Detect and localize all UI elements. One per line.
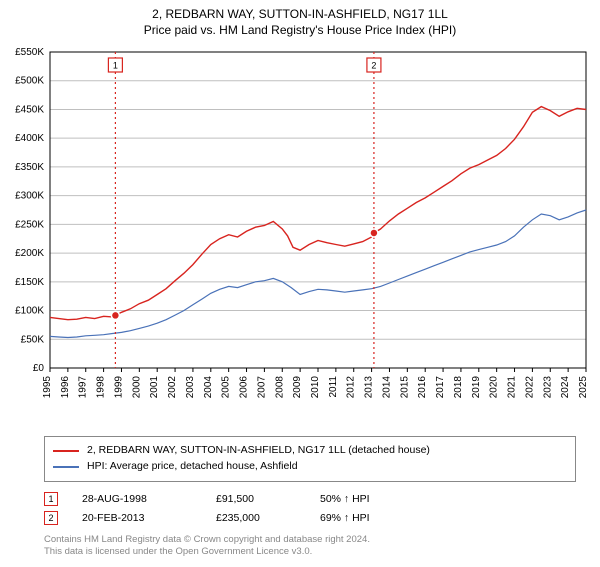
transaction-pct: 50% ↑ HPI bbox=[320, 490, 430, 509]
legend: 2, REDBARN WAY, SUTTON-IN-ASHFIELD, NG17… bbox=[44, 436, 576, 482]
transaction-marker-mini: 1 bbox=[44, 492, 58, 506]
svg-text:2009: 2009 bbox=[292, 376, 303, 399]
legend-item-0: 2, REDBARN WAY, SUTTON-IN-ASHFIELD, NG17… bbox=[53, 443, 567, 459]
svg-text:1999: 1999 bbox=[113, 376, 124, 399]
transaction-date: 20-FEB-2013 bbox=[82, 509, 192, 528]
svg-text:£500K: £500K bbox=[15, 76, 44, 87]
attribution-line-2: This data is licensed under the Open Gov… bbox=[44, 546, 576, 559]
transaction-row-1: 2 20-FEB-2013 £235,000 69% ↑ HPI bbox=[44, 509, 576, 528]
transaction-pct: 69% ↑ HPI bbox=[320, 509, 430, 528]
svg-text:2013: 2013 bbox=[364, 376, 375, 399]
svg-text:1996: 1996 bbox=[60, 376, 71, 399]
svg-text:2016: 2016 bbox=[417, 376, 428, 399]
svg-text:£200K: £200K bbox=[15, 248, 44, 259]
svg-text:1998: 1998 bbox=[96, 376, 107, 399]
svg-text:£100K: £100K bbox=[15, 306, 44, 317]
svg-text:2018: 2018 bbox=[453, 376, 464, 399]
transaction-point-1 bbox=[111, 312, 119, 320]
svg-text:2025: 2025 bbox=[578, 376, 589, 399]
legend-swatch bbox=[53, 450, 79, 452]
chart-titles: 2, REDBARN WAY, SUTTON-IN-ASHFIELD, NG17… bbox=[0, 0, 600, 40]
svg-text:2005: 2005 bbox=[221, 376, 232, 399]
attribution: Contains HM Land Registry data © Crown c… bbox=[44, 534, 576, 560]
svg-text:£250K: £250K bbox=[15, 220, 44, 231]
svg-text:2007: 2007 bbox=[256, 376, 267, 399]
legend-swatch bbox=[53, 466, 79, 468]
legend-label: 2, REDBARN WAY, SUTTON-IN-ASHFIELD, NG17… bbox=[87, 443, 430, 459]
svg-text:1995: 1995 bbox=[42, 376, 53, 399]
svg-text:£450K: £450K bbox=[15, 105, 44, 116]
svg-text:2017: 2017 bbox=[435, 376, 446, 399]
svg-text:2015: 2015 bbox=[399, 376, 410, 399]
title-line-1: 2, REDBARN WAY, SUTTON-IN-ASHFIELD, NG17… bbox=[0, 6, 600, 22]
svg-text:2006: 2006 bbox=[239, 376, 250, 399]
svg-text:2023: 2023 bbox=[542, 376, 553, 399]
transaction-price: £235,000 bbox=[216, 509, 296, 528]
transaction-price: £91,500 bbox=[216, 490, 296, 509]
svg-text:2002: 2002 bbox=[167, 376, 178, 399]
svg-text:£400K: £400K bbox=[15, 134, 44, 145]
svg-text:2: 2 bbox=[371, 61, 376, 71]
svg-text:2022: 2022 bbox=[524, 376, 535, 399]
svg-text:2011: 2011 bbox=[328, 376, 339, 398]
svg-text:£50K: £50K bbox=[21, 335, 45, 346]
transactions-table: 1 28-AUG-1998 £91,500 50% ↑ HPI 2 20-FEB-2013… bbox=[44, 490, 576, 528]
legend-label: HPI: Average price, detached house, Ashf… bbox=[87, 459, 298, 475]
svg-text:1997: 1997 bbox=[78, 376, 89, 399]
svg-text:2021: 2021 bbox=[507, 376, 518, 399]
transaction-date: 28-AUG-1998 bbox=[82, 490, 192, 509]
svg-text:2014: 2014 bbox=[381, 376, 392, 399]
svg-text:£300K: £300K bbox=[15, 191, 44, 202]
svg-text:2012: 2012 bbox=[346, 376, 357, 399]
svg-text:2008: 2008 bbox=[274, 376, 285, 399]
legend-item-1: HPI: Average price, detached house, Ashf… bbox=[53, 459, 567, 475]
series-hpi_average bbox=[50, 210, 586, 338]
svg-text:2010: 2010 bbox=[310, 376, 321, 399]
transaction-row-0: 1 28-AUG-1998 £91,500 50% ↑ HPI bbox=[44, 490, 576, 509]
svg-text:2003: 2003 bbox=[185, 376, 196, 399]
attribution-line-1: Contains HM Land Registry data © Crown c… bbox=[44, 534, 576, 547]
svg-text:2019: 2019 bbox=[471, 376, 482, 399]
svg-text:1: 1 bbox=[113, 61, 118, 71]
svg-text:2020: 2020 bbox=[489, 376, 500, 399]
chart-plot: £0 £50K £100K £150K £200K £250K £300K £350K £400… bbox=[0, 40, 600, 430]
chart-container: 2, REDBARN WAY, SUTTON-IN-ASHFIELD, NG17… bbox=[0, 0, 600, 559]
transaction-marker-mini: 2 bbox=[44, 511, 58, 525]
svg-text:2024: 2024 bbox=[560, 376, 571, 399]
chart-svg: £0 £50K £100K £150K £200K £250K £300K £350K £400… bbox=[0, 40, 600, 430]
svg-text:2001: 2001 bbox=[149, 376, 160, 399]
transaction-point-2 bbox=[370, 229, 378, 237]
svg-text:£350K: £350K bbox=[15, 162, 44, 173]
svg-text:£0: £0 bbox=[33, 363, 45, 374]
svg-text:2000: 2000 bbox=[131, 376, 142, 399]
svg-text:2004: 2004 bbox=[203, 376, 214, 399]
svg-text:£550K: £550K bbox=[15, 47, 44, 58]
svg-text:£150K: £150K bbox=[15, 277, 44, 288]
title-line-2: Price paid vs. HM Land Registry's House … bbox=[0, 22, 600, 38]
